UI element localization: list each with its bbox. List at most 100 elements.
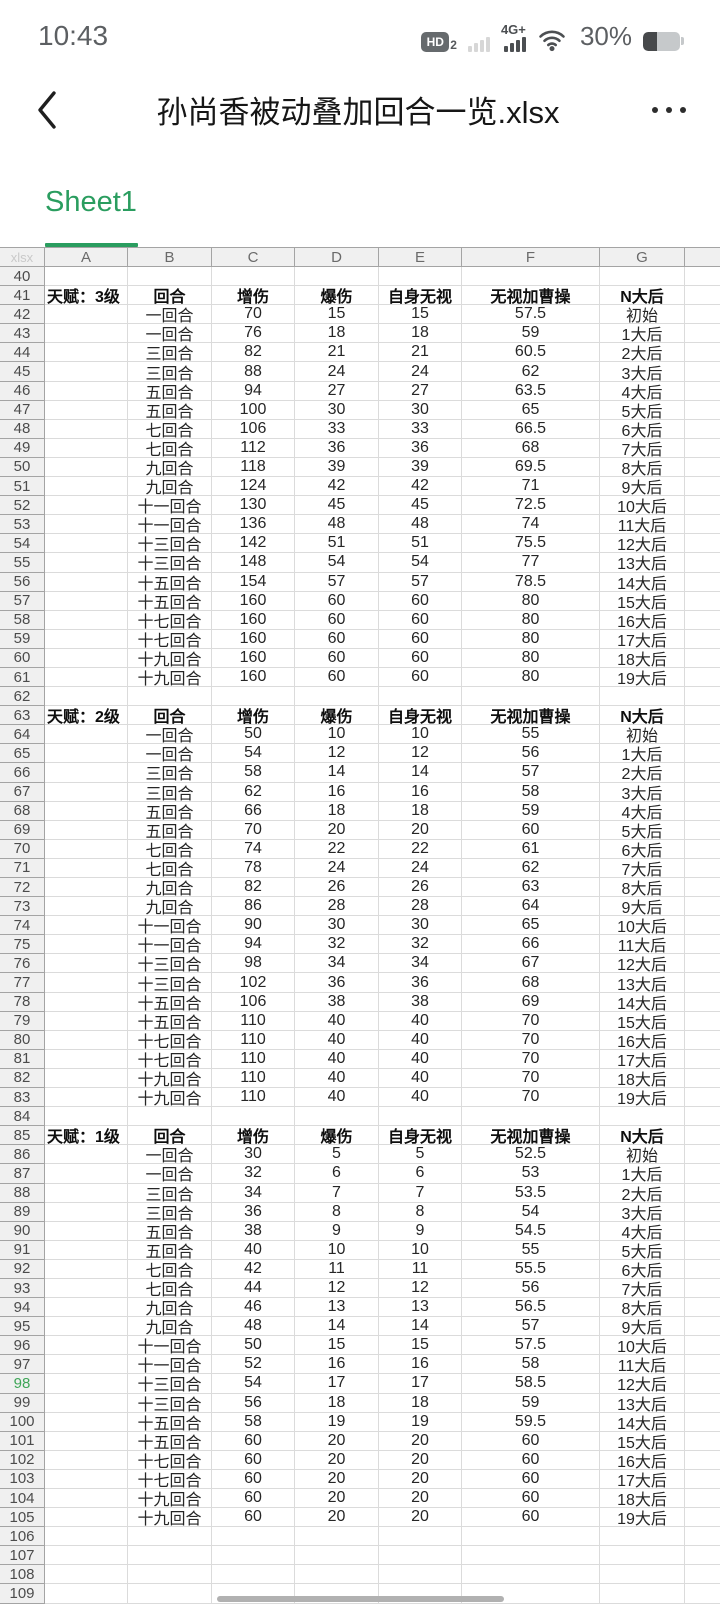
cell-F80[interactable]: 70 [462,1030,600,1050]
cell-B52[interactable]: 十一回合 [128,496,212,516]
cell-D44[interactable]: 21 [295,343,379,363]
cell-A109[interactable] [45,1584,128,1604]
row-number-64[interactable]: 64 [0,725,45,745]
cell-C71[interactable]: 78 [212,858,295,878]
row-number-77[interactable]: 77 [0,973,45,993]
cell-E54[interactable]: 51 [379,534,462,554]
cell-D43[interactable]: 18 [295,324,379,344]
cell-B58[interactable]: 十七回合 [128,610,212,631]
cell-D66[interactable]: 14 [295,763,379,783]
cell-F64[interactable]: 55 [462,725,600,745]
row-number-107[interactable]: 107 [0,1546,45,1566]
cell-G75[interactable]: 11大后 [600,935,685,955]
row-number-57[interactable]: 57 [0,591,45,611]
cell-F60[interactable]: 80 [462,648,600,668]
cell-E106[interactable] [379,1527,462,1547]
cell-A96[interactable] [45,1336,128,1356]
cell-D108[interactable] [295,1565,379,1585]
cell-D55[interactable]: 54 [295,553,379,573]
cell-A91[interactable] [45,1240,128,1260]
cell-G80[interactable]: 16大后 [600,1030,685,1051]
cell-E101[interactable]: 20 [379,1431,462,1451]
cell-E95[interactable]: 14 [379,1317,462,1337]
cell-E81[interactable]: 40 [379,1049,462,1069]
cell-C66[interactable]: 58 [212,763,295,783]
cell-B73[interactable]: 九回合 [128,897,212,917]
cell-C95[interactable]: 48 [212,1317,295,1337]
cell-D57[interactable]: 60 [295,591,379,611]
cell-G40[interactable] [600,267,685,287]
cell-G99[interactable]: 13大后 [600,1393,685,1414]
cell-F45[interactable]: 62 [462,362,600,382]
cell-B90[interactable]: 五回合 [128,1221,212,1242]
cell-A98[interactable] [45,1374,128,1394]
row-number-58[interactable]: 58 [0,610,45,630]
cell-C76[interactable]: 98 [212,954,295,974]
row-number-90[interactable]: 90 [0,1221,45,1241]
cell-B45[interactable]: 三回合 [128,362,212,383]
row-number-67[interactable]: 67 [0,782,45,802]
cell-E61[interactable]: 60 [379,667,462,688]
cell-E68[interactable]: 18 [379,801,462,821]
row-number-43[interactable]: 43 [0,324,45,344]
cell-C73[interactable]: 86 [212,897,295,917]
cell-B41[interactable]: 回合 [128,286,212,306]
row-number-95[interactable]: 95 [0,1317,45,1337]
cell-A41[interactable]: 天赋：3级 [45,286,128,306]
row-number-73[interactable]: 73 [0,897,45,917]
row-number-96[interactable]: 96 [0,1336,45,1356]
cell-D96[interactable]: 15 [295,1336,379,1356]
cell-F58[interactable]: 80 [462,610,600,630]
cell-F98[interactable]: 58.5 [462,1374,600,1394]
cell-B48[interactable]: 七回合 [128,419,212,440]
cell-F100[interactable]: 59.5 [462,1412,600,1432]
cell-G105[interactable]: 19大后 [600,1508,685,1528]
cell-D70[interactable]: 22 [295,839,379,859]
cell-F88[interactable]: 53.5 [462,1183,600,1203]
cell-D83[interactable]: 40 [295,1088,379,1108]
cell-C92[interactable]: 42 [212,1259,295,1279]
cell-A105[interactable] [45,1508,128,1528]
cell-B65[interactable]: 一回合 [128,744,212,764]
cell-D69[interactable]: 20 [295,820,379,840]
cell-A46[interactable] [45,381,128,401]
cell-E67[interactable]: 16 [379,782,462,802]
cell-F90[interactable]: 54.5 [462,1221,600,1241]
cell-C86[interactable]: 30 [212,1145,295,1165]
cell-B83[interactable]: 十九回合 [128,1088,212,1108]
cell-E107[interactable] [379,1546,462,1566]
cell-B59[interactable]: 十七回合 [128,629,212,650]
cell-F59[interactable]: 80 [462,629,600,649]
cell-D78[interactable]: 38 [295,992,379,1012]
cell-E94[interactable]: 13 [379,1298,462,1318]
cell-G87[interactable]: 1大后 [600,1164,685,1184]
cell-E48[interactable]: 33 [379,419,462,439]
cell-C101[interactable]: 60 [212,1431,295,1451]
cell-B89[interactable]: 三回合 [128,1202,212,1223]
cell-C99[interactable]: 56 [212,1393,295,1413]
cell-E47[interactable]: 30 [379,400,462,420]
cell-E44[interactable]: 21 [379,343,462,363]
cell-E56[interactable]: 57 [379,572,462,592]
cell-G47[interactable]: 5大后 [600,400,685,421]
cell-C100[interactable]: 58 [212,1412,295,1432]
cell-C96[interactable]: 50 [212,1336,295,1356]
cell-C48[interactable]: 106 [212,419,295,439]
cell-G102[interactable]: 16大后 [600,1450,685,1471]
cell-E96[interactable]: 15 [379,1336,462,1356]
cell-B99[interactable]: 十三回合 [128,1393,212,1414]
cell-B54[interactable]: 十三回合 [128,534,212,554]
cell-G96[interactable]: 10大后 [600,1336,685,1356]
row-number-45[interactable]: 45 [0,362,45,382]
cell-C106[interactable] [212,1527,295,1547]
cell-D60[interactable]: 60 [295,648,379,668]
cell-G73[interactable]: 9大后 [600,897,685,917]
cell-F82[interactable]: 70 [462,1068,600,1089]
cell-A81[interactable] [45,1049,128,1069]
cell-D64[interactable]: 10 [295,725,379,745]
cell-B76[interactable]: 十三回合 [128,954,212,974]
cell-C54[interactable]: 142 [212,534,295,554]
row-number-86[interactable]: 86 [0,1145,45,1165]
cell-G58[interactable]: 16大后 [600,610,685,631]
cell-E77[interactable]: 36 [379,973,462,993]
